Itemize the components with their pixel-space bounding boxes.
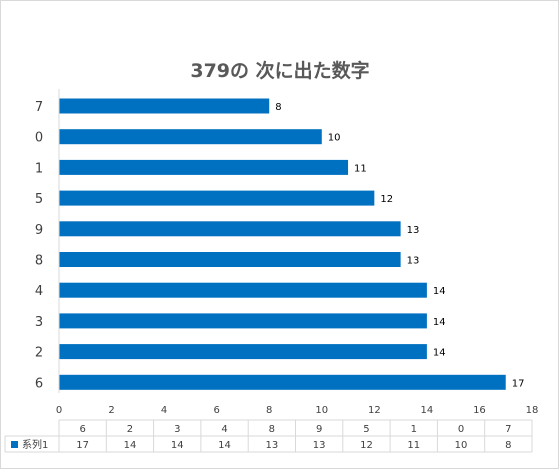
x-tick-label: 6 <box>213 405 219 416</box>
x-tick-label: 18 <box>526 405 539 416</box>
category-label: 0 <box>35 131 43 146</box>
category-label: 6 <box>35 376 43 391</box>
table-value-cell: 12 <box>360 440 373 451</box>
bar-9 <box>59 221 401 237</box>
category-label: 7 <box>35 100 43 115</box>
data-label: 10 <box>328 133 341 144</box>
data-label: 13 <box>407 225 420 236</box>
table-value-cell: 13 <box>313 440 326 451</box>
table-header-cell: 3 <box>174 424 180 435</box>
data-label: 14 <box>433 348 446 359</box>
bar-7 <box>59 98 270 114</box>
category-label: 3 <box>35 315 43 330</box>
x-tick-label: 16 <box>473 405 486 416</box>
table-header-cell: 9 <box>316 424 322 435</box>
data-label: 14 <box>433 317 446 328</box>
bar-6 <box>59 374 506 390</box>
bar-2 <box>59 344 427 360</box>
data-label: 8 <box>275 102 281 113</box>
table-header-cell: 1 <box>411 424 417 435</box>
bars-layer: 7 80 101 115 129 138 134 143 142 146 17 <box>35 89 525 393</box>
category-label: 5 <box>35 192 43 207</box>
data-label: 17 <box>512 378 525 389</box>
table-value-cell: 14 <box>218 440 231 451</box>
x-tick-label: 4 <box>161 405 167 416</box>
bar-1 <box>59 159 349 175</box>
table-header-cell: 2 <box>127 424 133 435</box>
table-value-cell: 17 <box>76 440 89 451</box>
category-label: 8 <box>35 254 43 269</box>
table-value-cell: 8 <box>505 440 511 451</box>
x-tick-label: 14 <box>421 405 434 416</box>
chart-title: 379の 次に出た数字 <box>190 59 369 82</box>
table-header-cell: 4 <box>221 424 227 435</box>
category-label: 2 <box>35 346 43 361</box>
bar-3 <box>59 313 427 329</box>
table-value-cell: 14 <box>124 440 137 451</box>
bar-5 <box>59 190 375 206</box>
data-label: 11 <box>354 163 367 174</box>
data-label: 13 <box>407 256 420 267</box>
bar-0 <box>59 129 322 145</box>
table-value-cell: 14 <box>171 440 184 451</box>
bar-8 <box>59 252 401 267</box>
x-tick-label: 10 <box>315 405 328 416</box>
table-header-cell: 6 <box>79 424 85 435</box>
table-value-cell: 11 <box>407 440 420 451</box>
table-header-cell: 8 <box>269 424 275 435</box>
x-axis: 0 2 4 6 8 10 12 14 16 18 <box>56 405 539 416</box>
data-label: 14 <box>433 286 446 297</box>
x-tick-label: 2 <box>108 405 114 416</box>
bar-4 <box>59 282 427 298</box>
category-label: 9 <box>35 223 43 238</box>
x-tick-label: 8 <box>266 405 272 416</box>
x-tick-label: 12 <box>368 405 381 416</box>
category-label: 4 <box>35 284 43 299</box>
x-tick-label: 0 <box>56 405 62 416</box>
table-header-cell: 5 <box>363 424 369 435</box>
table-header-cell: 7 <box>505 424 511 435</box>
data-label: 12 <box>380 194 393 205</box>
legend-key <box>11 441 18 448</box>
table-header-cell: 0 <box>458 424 464 435</box>
category-label: 1 <box>35 161 43 176</box>
series-name: 系列1 <box>22 438 48 451</box>
table-value-cell: 10 <box>455 440 468 451</box>
table-value-cell: 13 <box>265 440 278 451</box>
